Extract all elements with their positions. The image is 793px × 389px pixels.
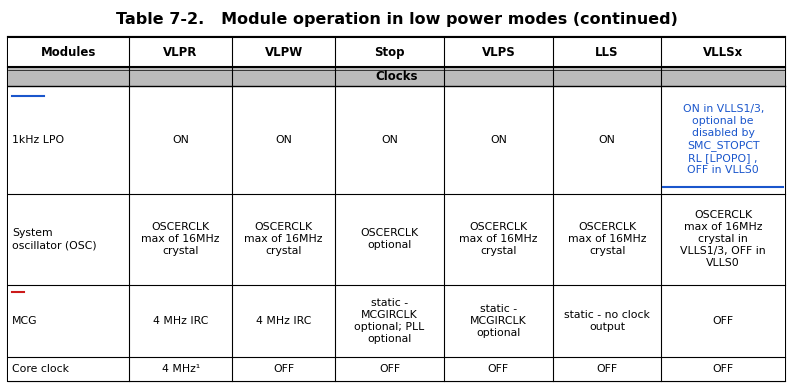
Text: OFF: OFF [713,316,734,326]
Text: VLPR: VLPR [163,46,197,58]
Text: OSCERCLK
max of 16MHz
crystal: OSCERCLK max of 16MHz crystal [244,223,323,256]
Text: System
oscillator (OSC): System oscillator (OSC) [12,228,97,251]
Text: 1kHz LPO: 1kHz LPO [12,135,64,145]
Text: Core clock: Core clock [12,364,69,374]
Text: ON: ON [490,135,507,145]
Text: OFF: OFF [273,364,294,374]
Text: Stop: Stop [374,46,404,58]
Text: OFF: OFF [488,364,509,374]
Text: LLS: LLS [596,46,619,58]
Bar [8,285,785,357]
Text: 4 MHz¹: 4 MHz¹ [162,364,200,374]
Text: OSCERCLK
max of 16MHz
crystal: OSCERCLK max of 16MHz crystal [568,223,646,256]
Text: OSCERCLK
max of 16MHz
crystal in
VLLS1/3, OFF in
VLLS0: OSCERCLK max of 16MHz crystal in VLLS1/3… [680,210,766,268]
Text: ON in VLLS1/3,
optional be
disabled by
SMC_STOPCT
RL [LPOPO] ,
OFF in VLLS0: ON in VLLS1/3, optional be disabled by S… [683,104,764,175]
Text: MCG: MCG [12,316,37,326]
Text: ON: ON [172,135,189,145]
Bar [8,37,785,67]
Text: Clocks: Clocks [375,70,418,83]
Text: 4 MHz IRC: 4 MHz IRC [153,316,209,326]
Bar [8,67,785,86]
Text: VLPW: VLPW [265,46,303,58]
Text: OSCERCLK
optional: OSCERCLK optional [361,228,419,251]
Text: Table 7-2.   Module operation in low power modes (continued): Table 7-2. Module operation in low power… [116,12,677,26]
Text: 4 MHz IRC: 4 MHz IRC [256,316,312,326]
Bar [8,357,785,381]
Text: VLLSx: VLLSx [703,46,743,58]
Bar [8,194,785,285]
Text: static - no clock
output: static - no clock output [564,310,650,332]
Text: ON: ON [275,135,292,145]
Text: static -
MCGIRCLK
optional; PLL
optional: static - MCGIRCLK optional; PLL optional [354,298,425,344]
Text: Modules: Modules [40,46,96,58]
Text: OSCERCLK
max of 16MHz
crystal: OSCERCLK max of 16MHz crystal [141,223,220,256]
Text: OFF: OFF [379,364,400,374]
Text: OSCERCLK
max of 16MHz
crystal: OSCERCLK max of 16MHz crystal [459,223,538,256]
Text: ON: ON [381,135,398,145]
Text: OFF: OFF [596,364,618,374]
Bar [8,86,785,194]
Text: OFF: OFF [713,364,734,374]
Text: VLPS: VLPS [481,46,515,58]
Bar [8,37,785,381]
Text: ON: ON [599,135,615,145]
Text: static -
MCGIRCLK
optional: static - MCGIRCLK optional [470,304,527,338]
